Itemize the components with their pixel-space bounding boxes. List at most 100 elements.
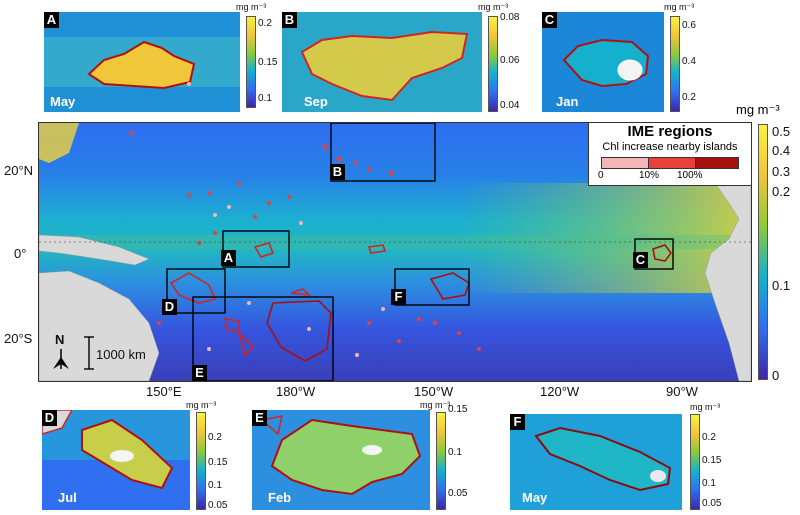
inset-b: B Sep xyxy=(282,12,482,112)
inset-badge: C xyxy=(542,12,557,28)
inset-a-tick: 0.2 xyxy=(258,18,272,29)
inset-badge: D xyxy=(42,410,57,426)
main-colorbar xyxy=(758,124,768,380)
box-badge-c: C xyxy=(633,252,648,268)
inset-f-tick: 0.15 xyxy=(702,455,722,466)
inset-f-tick: 0.05 xyxy=(702,498,722,509)
main-colorbar-tick: 0.3 xyxy=(772,164,791,179)
inset-b-tick: 0.06 xyxy=(500,55,520,66)
inset-a: A May xyxy=(44,12,240,112)
north-label: N xyxy=(55,332,65,347)
lon-tick: 150°W xyxy=(414,384,454,399)
inset-f: F May xyxy=(510,414,682,510)
inset-month: Jan xyxy=(556,94,579,109)
lat-tick: 20°N xyxy=(4,163,34,178)
inset-b-tick: 0.04 xyxy=(500,100,520,111)
inset-a-map xyxy=(44,12,240,112)
box-badge-d: D xyxy=(162,299,177,315)
inset-d-tick: 0.15 xyxy=(208,457,228,468)
lat-tick: 0° xyxy=(14,246,27,261)
region-boxes xyxy=(166,122,674,382)
inset-e-tick: 0.1 xyxy=(448,447,462,458)
inset-c-tick: 0.6 xyxy=(682,20,696,31)
main-colorbar-units: mg m⁻³ xyxy=(736,102,780,117)
inset-c-tick: 0.4 xyxy=(682,56,696,67)
inset-b-map xyxy=(282,12,482,112)
inset-b-colorbar xyxy=(488,16,498,112)
inset-d: D Jul xyxy=(41,409,190,510)
ime-outline xyxy=(534,426,672,492)
inset-month: Feb xyxy=(268,490,292,505)
inset-month: May xyxy=(522,490,548,505)
box-badge-e: E xyxy=(192,365,207,381)
main-colorbar-tick: 0.5 xyxy=(772,124,791,139)
inset-c-map xyxy=(542,12,664,112)
north-arrow-icon xyxy=(53,349,69,369)
inset-f-tick: 0.2 xyxy=(702,432,716,443)
inset-e-colorbar xyxy=(436,412,446,510)
ime-outline xyxy=(87,40,196,90)
inset-e: E Feb xyxy=(252,410,430,510)
main-colorbar-tick: 0.1 xyxy=(772,278,791,293)
main-colorbar-tick: 0 xyxy=(772,368,780,383)
legend-swatch-low xyxy=(601,157,648,169)
equatorial-upwelling xyxy=(459,183,751,293)
inset-e-tick: 0.05 xyxy=(448,488,468,499)
inset-badge: F xyxy=(510,414,525,430)
inset-d-colorbar xyxy=(196,412,206,510)
inset-c: C Jan xyxy=(542,12,664,112)
atolls xyxy=(129,131,481,351)
inset-f-map xyxy=(510,414,682,510)
legend-tick: 10% xyxy=(639,170,660,181)
legend-title: IME regions xyxy=(627,123,713,140)
box-badge-f: F xyxy=(391,289,406,305)
inset-b-tick: 0.08 xyxy=(500,12,520,23)
inset-c-tick: 0.2 xyxy=(682,92,696,103)
legend-subtitle: Chl increase nearby islands xyxy=(602,141,738,153)
inset-month: Sep xyxy=(304,94,328,109)
scale-bar-label: 1000 km xyxy=(96,347,146,362)
lon-tick: 120°W xyxy=(540,384,580,399)
lon-tick: 150°E xyxy=(146,384,182,399)
inset-a-tick: 0.1 xyxy=(258,93,272,104)
legend-tick: 100% xyxy=(677,170,703,181)
inset-c-colorbar xyxy=(670,16,680,112)
small-atolls xyxy=(207,205,385,357)
inset-e-tick: 0.15 xyxy=(448,404,468,415)
inset-d-map xyxy=(41,409,190,510)
inset-d-tick: 0.1 xyxy=(208,480,222,491)
ime-outline xyxy=(300,30,469,102)
ime-outline xyxy=(270,418,422,496)
inset-month: May xyxy=(50,94,76,109)
main-colorbar-tick: 0.2 xyxy=(772,184,791,199)
main-map-canvas xyxy=(38,122,752,382)
island-outlines xyxy=(169,242,672,362)
lon-tick: 90°W xyxy=(666,384,698,399)
main-map xyxy=(38,122,752,382)
scale-bar xyxy=(84,336,94,370)
inset-f-units: mg m⁻³ xyxy=(690,402,721,412)
inset-d-tick: 0.2 xyxy=(208,432,222,443)
inset-a-tick: 0.15 xyxy=(258,57,278,68)
new-guinea-land xyxy=(38,234,150,266)
lon-tick: 180°W xyxy=(276,384,316,399)
inset-a-units: mg m⁻³ xyxy=(236,2,267,12)
box-badge-a: A xyxy=(221,250,236,266)
inset-badge: B xyxy=(282,12,297,28)
box-badge-b: B xyxy=(330,164,345,180)
inset-badge: E xyxy=(252,410,267,426)
inset-e-map xyxy=(252,410,430,510)
inset-e-units: mg m⁻³ xyxy=(420,400,451,410)
inset-a-colorbar xyxy=(246,16,256,108)
inset-f-colorbar xyxy=(690,414,700,510)
inset-c-units: mg m⁻³ xyxy=(664,2,695,12)
legend-swatch-high xyxy=(695,157,739,169)
inset-badge: A xyxy=(44,12,59,28)
lat-tick: 20°S xyxy=(4,331,33,346)
legend-swatch-mid xyxy=(648,157,695,169)
inset-f-tick: 0.1 xyxy=(702,478,716,489)
ime-legend: IME regions Chl increase nearby islands … xyxy=(588,122,752,186)
inset-d-units: mg m⁻³ xyxy=(186,400,217,410)
main-colorbar-tick: 0.4 xyxy=(772,143,791,158)
inset-month: Jul xyxy=(58,490,77,505)
